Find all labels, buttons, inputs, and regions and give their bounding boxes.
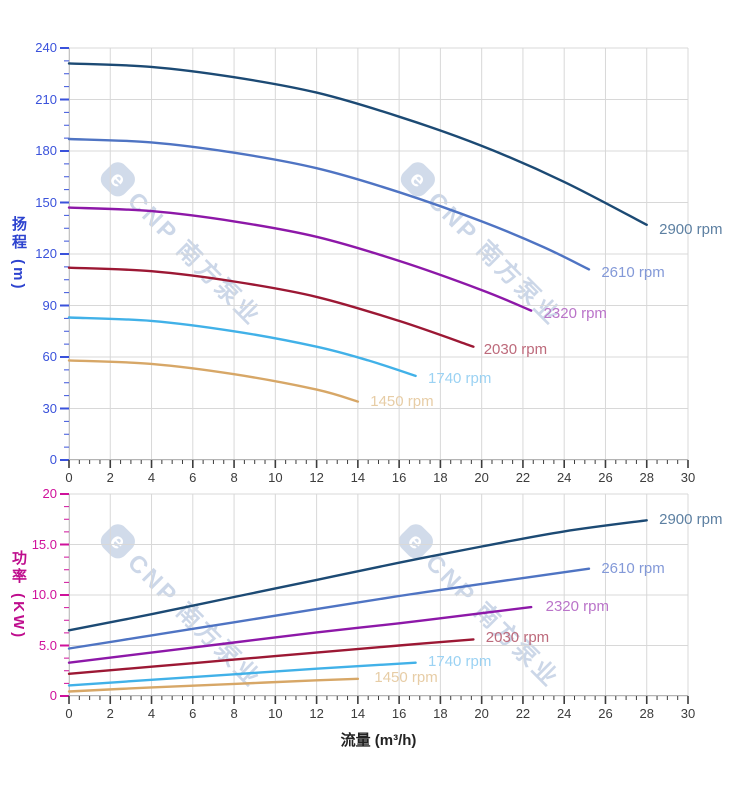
curve-label: 2030 rpm bbox=[483, 341, 548, 359]
curve-label: 2900 rpm bbox=[659, 511, 723, 529]
curve-label: 2900 rpm bbox=[659, 220, 723, 238]
x-tick-label: 24 bbox=[556, 706, 572, 721]
x-tick-label: 20 bbox=[474, 706, 489, 721]
x-tick-label: 2 bbox=[106, 706, 114, 721]
x-tick-label: 2 bbox=[106, 470, 114, 485]
curve-label: 2320 rpm bbox=[543, 305, 607, 323]
x-tick-label: 8 bbox=[230, 470, 238, 485]
x-tick-label: 0 bbox=[65, 706, 73, 721]
x-tick-label: 18 bbox=[433, 470, 448, 485]
head-flow-chart: 0 30 60 90 120 150 180 210 240 0 2 4 6 8 10 12 14 16 18 20 2… bbox=[35, 40, 722, 485]
y-tick-label: 15.0 bbox=[31, 536, 57, 552]
head-axis-title-wrap: 扬程 (m) bbox=[8, 48, 29, 460]
y-tick-label: 60 bbox=[42, 349, 57, 364]
curve-label: 1740 rpm bbox=[428, 653, 492, 671]
y-tick-label: 10.0 bbox=[31, 587, 57, 602]
x-tick-label: 16 bbox=[391, 706, 407, 721]
curve-label: 2320 rpm bbox=[545, 598, 609, 616]
y-tick-label: 150 bbox=[35, 194, 57, 210]
x-tick-label: 22 bbox=[515, 706, 531, 721]
x-tick-label: 16 bbox=[391, 470, 407, 485]
x-tick-label: 8 bbox=[230, 706, 238, 721]
flow-axis-title: 流量 (m³/h) bbox=[340, 732, 417, 749]
x-tick-label: 10 bbox=[268, 706, 283, 721]
x-tick-label: 26 bbox=[598, 470, 613, 485]
y-tick-label: 0 bbox=[49, 452, 57, 467]
y-tick-label: 210 bbox=[35, 91, 57, 107]
x-tick-label: 22 bbox=[515, 470, 531, 485]
curve-label: 2610 rpm bbox=[601, 263, 665, 281]
curve-label: 1450 rpm bbox=[370, 392, 434, 410]
x-tick-label: 4 bbox=[147, 706, 156, 721]
x-tick-label: 4 bbox=[147, 470, 156, 485]
power-axis-title-wrap: 功率 (KW) bbox=[8, 494, 29, 696]
x-tick-label: 14 bbox=[350, 706, 366, 721]
y-tick-label: 120 bbox=[35, 246, 57, 261]
x-tick-label: 26 bbox=[598, 706, 613, 721]
x-tick-label: 24 bbox=[556, 470, 572, 485]
x-tick-label: 10 bbox=[268, 470, 283, 485]
x-tick-label: 28 bbox=[639, 706, 654, 721]
curve-label: 2610 rpm bbox=[601, 559, 665, 577]
head-axis-title: 扬程 (m) bbox=[10, 216, 27, 292]
power-flow-chart: 0 5.0 10.0 15.0 20 0 2 4 6 8 10 12 14 16 18 20 22 24 26 28 3… bbox=[32, 486, 723, 721]
power-axis-title: 功率 (KW) bbox=[10, 549, 27, 641]
x-tick-label: 28 bbox=[639, 470, 654, 485]
x-tick-label: 0 bbox=[65, 470, 73, 485]
x-tick-label: 12 bbox=[309, 470, 324, 485]
x-tick-label: 6 bbox=[189, 706, 197, 721]
y-tick-label: 0 bbox=[49, 688, 57, 703]
x-tick-label: 20 bbox=[474, 470, 489, 485]
y-tick-label: 240 bbox=[35, 40, 57, 55]
x-tick-label: 30 bbox=[680, 470, 696, 485]
y-tick-label: 20 bbox=[42, 486, 57, 501]
curve-label: 1740 rpm bbox=[428, 370, 492, 388]
x-tick-label: 18 bbox=[433, 706, 448, 721]
x-tick-label: 6 bbox=[189, 470, 197, 485]
y-tick-label: 90 bbox=[42, 297, 57, 313]
x-tick-label: 12 bbox=[309, 706, 324, 721]
y-tick-label: 30 bbox=[42, 400, 57, 416]
x-tick-label: 30 bbox=[680, 706, 696, 721]
curve-label: 1450 rpm bbox=[374, 669, 438, 687]
curve-label: 2030 rpm bbox=[485, 629, 550, 647]
x-tick-label: 14 bbox=[350, 470, 366, 485]
y-tick-label: 180 bbox=[35, 143, 57, 158]
y-tick-label: 5.0 bbox=[38, 637, 57, 653]
